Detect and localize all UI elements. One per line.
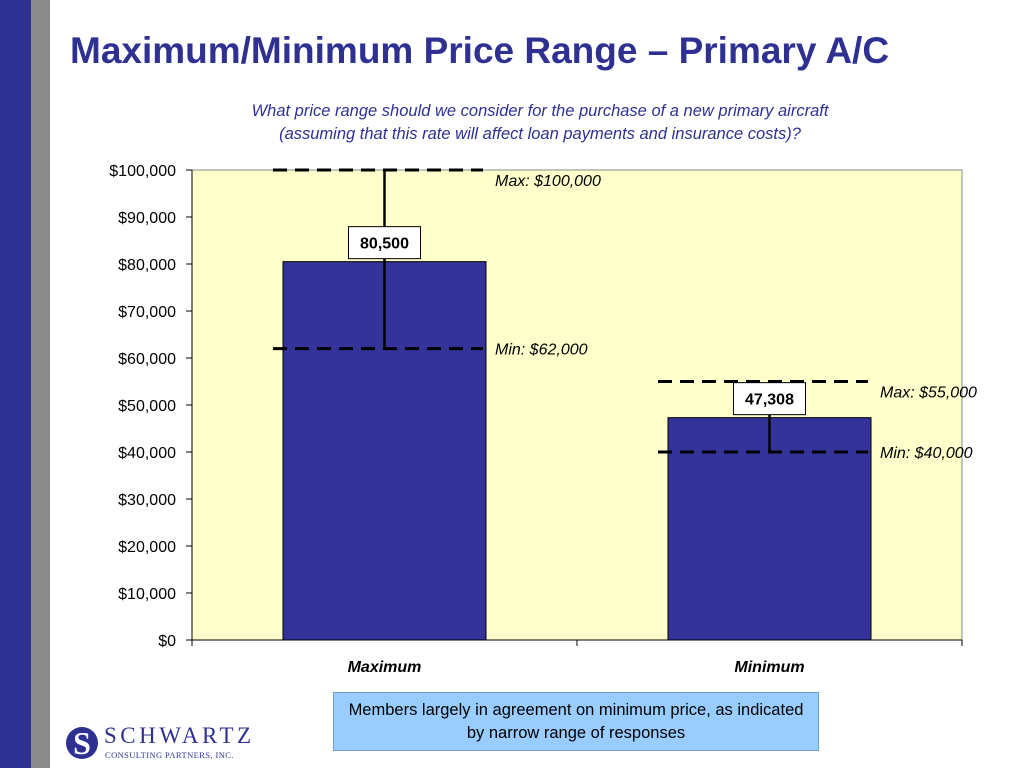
y-axis: $0 $10,000 $20,000 $30,000 $40,000 $50,000 $60… (109, 163, 193, 650)
logo-name: SCHWARTZ (104, 723, 255, 748)
y-tick-label: $50,000 (118, 398, 176, 415)
logo-s-mark-icon: S (66, 725, 98, 761)
data-label-box (348, 226, 421, 260)
x-axis: Maximum Minimum (191, 639, 963, 676)
price-range-chart: $0 $10,000 $20,000 $30,000 $40,000 $50,000 $60… (109, 163, 977, 676)
y-tick-label: $60,000 (118, 351, 176, 368)
x-category-label: Minimum (734, 659, 804, 676)
data-label-box (733, 382, 806, 416)
svg-text:S: S (73, 725, 91, 761)
y-tick-label: $80,000 (118, 257, 176, 274)
y-tick-label: $40,000 (118, 445, 176, 462)
range-markers: Max: $100,000 Min: $62,000 Max: $55,000 Min… (273, 168, 977, 462)
y-tick-label: $30,000 (118, 492, 176, 509)
callout-note: Members largely in agreement on minimum … (333, 692, 819, 751)
x-category-label: Maximum (348, 659, 422, 676)
chart-subtitle: What price range should we consider for … (190, 100, 890, 146)
logo-subtitle: CONSULTING PARTNERS, INC. (105, 750, 234, 760)
max-label: Max: $55,000 (880, 385, 977, 402)
y-tick-label: $90,000 (118, 210, 176, 227)
y-tick-label: $0 (158, 633, 176, 650)
subtitle-line-1: What price range should we consider for … (251, 102, 829, 120)
subtitle-line-2: (assuming that this rate will affect loa… (279, 125, 801, 143)
page-title: Maximum/Minimum Price Range – Primary A/… (70, 30, 890, 71)
data-labels: 80,500 47,308 (348, 226, 806, 416)
y-tick-label: $10,000 (118, 586, 176, 603)
data-label: 80,500 (360, 236, 409, 253)
min-label: Min: $62,000 (495, 342, 588, 359)
company-logo: S SCHWARTZ CONSULTING PARTNERS, INC. (64, 722, 264, 764)
y-tick-label: $70,000 (118, 304, 176, 321)
left-gray-stripe (31, 0, 50, 768)
y-tick-label: $100,000 (109, 163, 176, 180)
min-label: Min: $40,000 (880, 445, 973, 462)
max-label: Max: $100,000 (495, 173, 601, 190)
y-tick-label: $20,000 (118, 539, 176, 556)
bar-minimum (667, 417, 872, 641)
left-accent-stripe (0, 0, 31, 768)
data-label: 47,308 (745, 392, 794, 409)
